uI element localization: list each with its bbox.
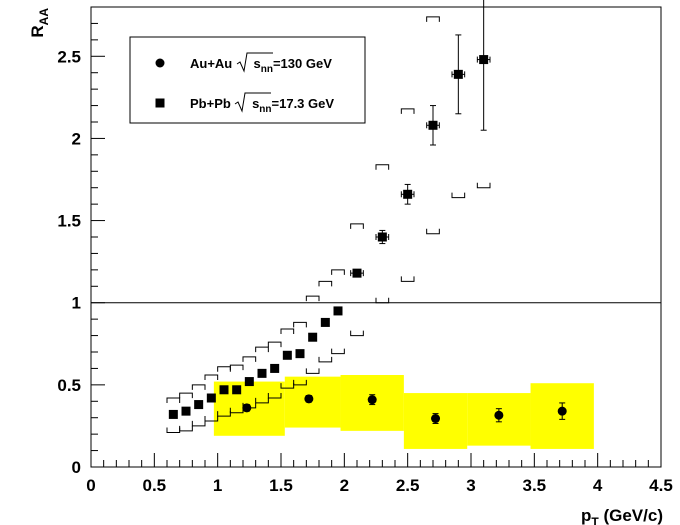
pbpb-point (479, 55, 489, 65)
x-tick-label: 4 (593, 476, 603, 495)
sys-bracket-high (293, 321, 307, 328)
sys-bracket-low (255, 397, 269, 404)
auau-point (557, 406, 567, 416)
data-points (168, 0, 567, 424)
sys-bracket-low (267, 393, 282, 399)
sys-bracket-low (426, 228, 440, 235)
legend: Au+Au snn=130 GeV Pb+Pb snn=17.3 GeV (129, 36, 366, 124)
pbpb-point (257, 368, 267, 378)
sys-bracket-low (191, 420, 206, 427)
sys-bracket-high (350, 223, 364, 229)
legend-entry-label: Au+Au snn=130 GeV (190, 56, 332, 75)
x-tick-label: 1.5 (269, 476, 293, 495)
x-tick-label: 0.5 (143, 476, 167, 495)
pbpb-point (282, 350, 292, 360)
auau-point (304, 394, 314, 404)
y-axis: 0 0.5 1 1.5 2 2.5 (57, 6, 105, 477)
sys-bracket-low (400, 276, 415, 282)
sys-bracket-high (318, 280, 333, 287)
y-tick-label: 1.5 (57, 212, 81, 231)
pbpb-point (181, 406, 191, 416)
pbpb-point (232, 385, 242, 395)
yellow-sys-band (284, 376, 341, 428)
pbpb-point (270, 363, 280, 373)
sys-bracket-high (375, 164, 390, 170)
sys-bracket-low (293, 379, 307, 386)
sys-bracket-high (400, 108, 415, 114)
sys-bracket-high (166, 397, 181, 403)
sys-bracket-high (305, 295, 320, 302)
sys-bracket-high (267, 341, 282, 348)
sys-bracket-low (451, 192, 466, 199)
pbpb-point (352, 268, 362, 278)
sys-bracket-low (217, 411, 231, 417)
legend-marker-square (155, 98, 165, 108)
sys-bracket-high (179, 392, 193, 399)
sys-bracket-low (179, 425, 193, 432)
sys-bracket-low (331, 348, 345, 355)
y-tick-label: 0.5 (57, 376, 81, 395)
sys-bracket-high (255, 346, 269, 353)
pbpb-point (219, 385, 229, 395)
sys-bracket-high (331, 269, 345, 275)
auau-point (431, 414, 441, 424)
legend-box (129, 36, 366, 124)
sys-bracket-low (229, 407, 244, 414)
x-tick-label: 1 (213, 476, 222, 495)
pbpb-point (168, 409, 178, 419)
sys-bracket-low (166, 427, 181, 433)
x-axis-title: pT (GeV/c) (581, 506, 663, 525)
y-axis-title: RAA (28, 8, 51, 38)
y-tick-label: 2.5 (57, 47, 81, 66)
sqrt-sign-icon (234, 92, 271, 113)
x-tick-label: 3.5 (523, 476, 547, 495)
x-tick-label: 2.5 (396, 476, 420, 495)
sys-bracket-low (375, 297, 390, 304)
sys-bracket-high (426, 16, 440, 22)
x-tick-label: 3 (466, 476, 475, 495)
sys-bracket-low (350, 330, 364, 337)
auau-point (494, 410, 504, 420)
auau-point (367, 395, 377, 405)
pbpb-point (403, 189, 413, 199)
pbpb-point (206, 393, 216, 403)
legend-marker-circle (155, 58, 165, 68)
pbpb-point (333, 306, 343, 316)
y-tick-label: 0 (72, 458, 81, 477)
sys-bracket-high (242, 356, 257, 362)
x-tick-label: 2 (340, 476, 349, 495)
legend-entry-label: Pb+Pb snn=17.3 GeV (190, 96, 334, 115)
pbpb-point (308, 332, 318, 342)
systematic-bands (213, 375, 594, 449)
sys-bracket-low (204, 416, 219, 422)
sys-bracket-low (476, 182, 491, 189)
pbpb-point (320, 317, 330, 327)
pbpb-point (295, 349, 305, 359)
sys-bracket-high (229, 364, 244, 371)
pbpb-point (194, 400, 204, 410)
sys-bracket-low (318, 356, 333, 363)
auau-point (242, 403, 252, 413)
x-axis: 0 0.5 1 1.5 2 2.5 3 3.5 4 4.5 (86, 453, 673, 495)
sys-bracket-high (204, 374, 219, 380)
x-tick-label: 0 (86, 476, 95, 495)
sys-bracket-high (217, 366, 231, 372)
sys-bracket-low (305, 368, 320, 374)
pbpb-point (244, 377, 254, 387)
pbpb-point (377, 232, 387, 242)
systematic-brackets (166, 16, 491, 433)
x-tick-label: 4.5 (649, 476, 673, 495)
sys-bracket-high (280, 328, 295, 334)
y-tick-label: 2 (72, 129, 81, 148)
sys-bracket-high (191, 384, 206, 390)
pbpb-point (453, 69, 463, 79)
y-tick-label: 1 (72, 294, 81, 313)
sys-bracket-low (280, 383, 295, 389)
pbpb-point (428, 120, 438, 130)
sqrt-sign-icon (236, 52, 273, 73)
